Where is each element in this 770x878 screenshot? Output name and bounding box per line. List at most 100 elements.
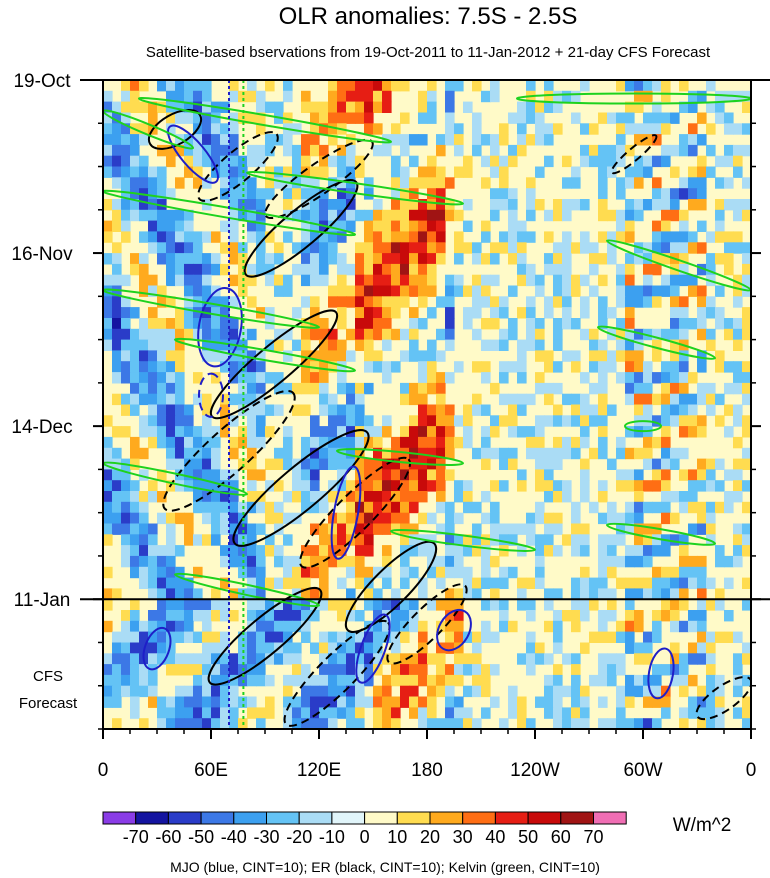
heatmap-cell <box>301 209 311 222</box>
heatmap-cell <box>553 458 563 470</box>
heatmap-cell <box>742 523 751 535</box>
heatmap-cell <box>499 458 509 470</box>
heatmap-cell <box>382 426 392 438</box>
heatmap-cell <box>652 674 662 687</box>
heatmap-cell <box>238 696 248 708</box>
heatmap-cell <box>382 274 392 287</box>
heatmap-cell <box>400 610 410 622</box>
heatmap-cell <box>679 209 689 222</box>
heatmap-cell <box>490 188 500 200</box>
heatmap-cell <box>364 123 374 135</box>
heatmap-cell <box>625 231 635 243</box>
heatmap-cell <box>175 610 185 622</box>
heatmap-cell <box>436 415 446 427</box>
heatmap-cell <box>265 426 275 438</box>
heatmap-cell <box>103 415 113 427</box>
heatmap-cell <box>517 361 527 373</box>
heatmap-cell <box>400 382 410 395</box>
heatmap-cell <box>481 458 491 470</box>
heatmap-cell <box>445 339 455 351</box>
heatmap-cell <box>211 328 221 341</box>
heatmap-cell <box>157 296 167 308</box>
heatmap-cell <box>337 90 347 103</box>
heatmap-cell <box>103 231 113 243</box>
heatmap-cell <box>661 372 671 384</box>
heatmap-cell <box>454 80 464 92</box>
heatmap-cell <box>571 361 581 373</box>
heatmap-cell <box>580 274 590 287</box>
heatmap-cell <box>508 361 518 373</box>
heatmap-cell <box>715 674 725 687</box>
heatmap-cell <box>598 664 608 676</box>
heatmap-cell <box>580 469 590 481</box>
kelvin-contour <box>173 337 357 373</box>
heatmap-cell <box>301 555 311 568</box>
heatmap-cell <box>328 285 338 297</box>
heatmap-cell <box>175 480 185 492</box>
heatmap-cell <box>211 426 221 438</box>
heatmap-cell <box>103 199 113 211</box>
heatmap-cell <box>202 642 212 654</box>
heatmap-cell <box>148 534 158 546</box>
heatmap-cell <box>715 707 725 719</box>
heatmap-cell <box>301 447 311 460</box>
heatmap-cell <box>733 231 743 243</box>
heatmap-cell <box>391 328 401 341</box>
heatmap-cell <box>103 480 113 492</box>
heatmap-cell <box>265 144 275 157</box>
heatmap-cell <box>607 610 617 622</box>
heatmap-cell <box>625 123 635 135</box>
heatmap-cell <box>112 447 122 460</box>
heatmap-cell <box>382 480 392 492</box>
heatmap-cell <box>319 458 329 470</box>
heatmap-cell <box>310 588 320 600</box>
heatmap-cell <box>274 480 284 492</box>
heatmap-cell <box>337 555 347 568</box>
heatmap-cell <box>589 631 599 643</box>
heatmap-cell <box>634 545 644 557</box>
heatmap-cell <box>166 350 176 362</box>
heatmap-cell <box>148 274 158 287</box>
heatmap-cell <box>175 144 185 157</box>
heatmap-cell <box>571 274 581 287</box>
heatmap-cell <box>175 577 185 589</box>
heatmap-cell <box>625 426 635 438</box>
heatmap-cell <box>193 469 203 481</box>
heatmap-cell <box>175 101 185 113</box>
heatmap-cell <box>715 231 725 243</box>
heatmap-cell <box>436 664 446 676</box>
heatmap-cell <box>472 134 482 146</box>
heatmap-cell <box>661 144 671 157</box>
heatmap-cell <box>553 620 563 633</box>
heatmap-cell <box>373 664 383 676</box>
heatmap-cell <box>319 166 329 178</box>
heatmap-cell <box>661 415 671 427</box>
heatmap-cell <box>391 599 401 611</box>
heatmap-cell <box>625 631 635 643</box>
heatmap-cell <box>688 555 698 568</box>
heatmap-cell <box>202 480 212 492</box>
heatmap-cell <box>175 231 185 243</box>
heatmap-cell <box>274 101 284 113</box>
heatmap-cell <box>184 112 194 124</box>
heatmap-cell <box>472 642 482 654</box>
heatmap-cell <box>247 382 257 395</box>
heatmap-cell <box>418 653 428 665</box>
heatmap-cell <box>310 372 320 384</box>
heatmap-cell <box>598 253 608 265</box>
heatmap-cell <box>697 566 707 579</box>
heatmap-cell <box>382 101 392 113</box>
heatmap-cell <box>409 220 419 232</box>
heatmap-cell <box>670 415 680 427</box>
kelvin-contour <box>605 522 717 546</box>
heatmap-cell <box>724 491 734 503</box>
heatmap-cell <box>661 220 671 232</box>
heatmap-cell <box>427 599 437 611</box>
heatmap-cell <box>706 458 716 470</box>
heatmap-cell <box>571 393 581 406</box>
heatmap-cell <box>625 263 635 276</box>
heatmap-cell <box>544 696 554 708</box>
heatmap-cell <box>589 588 599 600</box>
heatmap-cell <box>562 447 572 460</box>
heatmap-cell <box>634 653 644 665</box>
